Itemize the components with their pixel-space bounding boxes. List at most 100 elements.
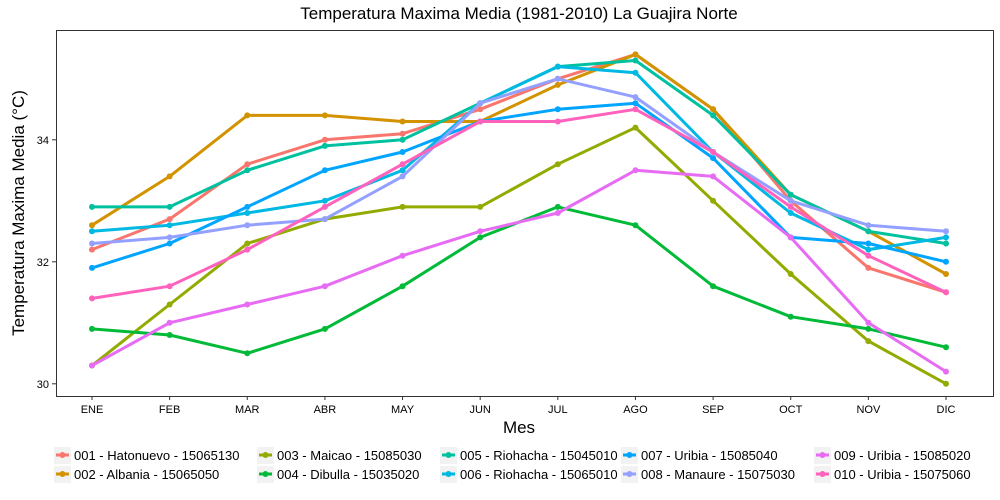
data-point — [554, 75, 561, 82]
x-tick-label: ABR — [314, 404, 337, 416]
data-point — [321, 142, 328, 149]
data-point — [477, 203, 484, 210]
data-point — [554, 210, 561, 216]
legend-marker — [262, 471, 269, 477]
data-point — [166, 283, 173, 290]
series-line — [90, 168, 948, 374]
data-point — [632, 57, 639, 64]
legend-label: 001 - Hatonuevo - 15065130 — [74, 448, 240, 463]
x-tick-label: SEP — [702, 404, 724, 416]
data-point — [632, 222, 639, 229]
data-point — [632, 51, 639, 58]
data-point — [244, 240, 251, 247]
y-tick-label: 34 — [37, 135, 49, 147]
data-point — [632, 100, 639, 107]
data-point — [787, 234, 794, 241]
x-tick-label: MAY — [391, 404, 415, 416]
legend-label: 004 - Dibulla - 15035020 — [277, 467, 419, 482]
legend-label: 005 - Riohacha - 15045010 — [460, 448, 618, 463]
data-point — [943, 289, 949, 296]
legend-marker — [59, 471, 66, 477]
data-point — [321, 136, 328, 143]
series-8 — [89, 75, 949, 247]
data-point — [865, 228, 872, 235]
x-tick-label: AGO — [623, 404, 648, 416]
data-point — [477, 100, 484, 107]
data-point — [477, 228, 484, 235]
data-point — [710, 106, 717, 113]
data-point — [321, 112, 328, 119]
legend-item: 007 - Uribia - 15085040 — [621, 447, 778, 464]
legend-item: 009 - Uribia - 15085020 — [814, 447, 971, 464]
data-point — [632, 69, 639, 76]
data-point — [710, 197, 717, 204]
series-line — [90, 65, 948, 252]
data-point — [943, 368, 949, 375]
data-point — [166, 222, 173, 229]
legend-item: 003 - Maicao - 15085030 — [257, 447, 422, 464]
x-axis: ENE FEB MAR ABR MAY JUN JUL AGO SEP OCT NOV DIC — [81, 396, 956, 416]
series-line — [90, 101, 948, 270]
data-point — [244, 161, 251, 168]
data-point — [787, 271, 794, 277]
legend: 001 - Hatonuevo - 15065130 002 - Albania … — [54, 447, 971, 483]
data-point — [865, 252, 872, 259]
data-point — [244, 167, 251, 174]
data-point — [943, 228, 949, 235]
data-point — [477, 106, 484, 113]
series-line — [90, 77, 948, 245]
legend-label: 008 - Manaure - 15075030 — [641, 467, 795, 482]
data-point — [321, 167, 328, 174]
data-point — [399, 252, 406, 259]
data-point — [943, 380, 949, 387]
data-point — [554, 63, 561, 70]
legend-item: 005 - Riohacha - 15045010 — [440, 447, 618, 464]
data-point — [321, 197, 328, 204]
data-point — [244, 222, 251, 229]
legend-item: 002 - Albania - 15065050 — [54, 466, 219, 483]
data-point — [89, 228, 95, 235]
x-axis-title: Mes — [503, 418, 535, 437]
data-point — [244, 301, 251, 308]
data-point — [166, 319, 173, 326]
data-point — [943, 234, 949, 241]
data-point — [399, 173, 406, 180]
data-point — [166, 203, 173, 210]
data-point — [89, 240, 95, 247]
legend-marker — [626, 452, 633, 458]
data-point — [89, 203, 95, 210]
data-point — [399, 136, 406, 143]
y-axis: 30 32 34 — [37, 135, 56, 391]
legend-label: 003 - Maicao - 15085030 — [277, 448, 422, 463]
data-point — [554, 81, 561, 88]
x-tick-label: NOV — [856, 404, 881, 416]
data-point — [710, 283, 717, 290]
legend-label: 010 - Uribia - 15075060 — [834, 467, 971, 482]
data-point — [399, 118, 406, 125]
series-layer — [89, 51, 949, 387]
data-point — [399, 283, 406, 290]
x-tick-label: MAR — [235, 404, 260, 416]
data-point — [865, 338, 872, 345]
data-point — [399, 149, 406, 155]
x-tick-label: ENE — [81, 404, 104, 416]
legend-marker — [819, 471, 826, 477]
data-point — [477, 234, 484, 241]
data-point — [865, 325, 872, 332]
data-point — [710, 112, 717, 119]
data-point — [321, 203, 328, 210]
legend-label: 002 - Albania - 15065050 — [74, 467, 219, 482]
legend-item: 001 - Hatonuevo - 15065130 — [54, 447, 240, 464]
series-9 — [89, 167, 949, 375]
series-line — [90, 126, 948, 386]
data-point — [89, 246, 95, 253]
data-point — [710, 149, 717, 155]
legend-item: 010 - Uribia - 15075060 — [814, 466, 971, 483]
data-point — [632, 106, 639, 113]
data-point — [943, 344, 949, 351]
data-point — [321, 325, 328, 332]
data-point — [943, 271, 949, 277]
y-axis-title: Temperatura Maxima Media (°C) — [9, 90, 28, 336]
legend-label: 007 - Uribia - 15085040 — [641, 448, 778, 463]
